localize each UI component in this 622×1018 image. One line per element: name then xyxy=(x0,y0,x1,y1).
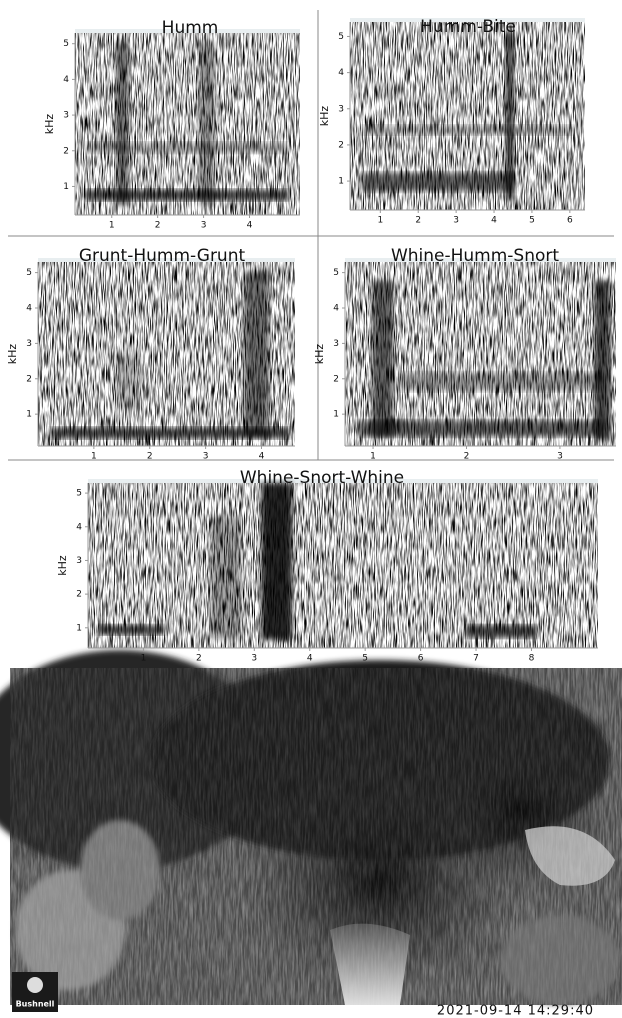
y-tick-label: 4 xyxy=(338,68,344,78)
energy-band xyxy=(465,624,537,639)
energy-band xyxy=(399,372,603,391)
energy-band xyxy=(358,420,603,437)
y-tick-label: 4 xyxy=(63,75,69,85)
x-tick-label: 2 xyxy=(415,216,421,226)
plot-top-band xyxy=(75,29,300,33)
energy-band xyxy=(505,31,515,201)
y-tick-label: 5 xyxy=(333,268,339,278)
panel-title: Grunt-Humm-Grunt xyxy=(79,246,246,266)
x-tick-label: 6 xyxy=(418,654,424,664)
panel-title: Humm-Bite xyxy=(420,17,516,37)
x-tick-label: 3 xyxy=(203,452,209,462)
spectrogram-panel: Humm kHz 1 2 3 4 5 1 2 3 4 xyxy=(43,18,300,231)
x-tick-label: 3 xyxy=(251,654,257,664)
x-tick-label: 4 xyxy=(247,221,253,231)
x-tick-label: 6 xyxy=(567,216,573,226)
energy-band xyxy=(198,42,215,206)
x-tick-label: 4 xyxy=(307,654,313,664)
spectrogram-panel: Grunt-Humm-Grunt kHz 1 2 3 4 5 1 2 3 4 xyxy=(6,246,295,462)
y-tick-label: 2 xyxy=(76,590,82,600)
x-tick-label: 4 xyxy=(491,216,497,226)
energy-band xyxy=(86,189,289,201)
timestamp: 2021-09-14 14:29:40 xyxy=(437,1004,594,1018)
y-tick-label: 2 xyxy=(338,140,344,150)
y-tick-label: 3 xyxy=(63,111,69,121)
plot-top-band xyxy=(38,258,295,262)
energy-band xyxy=(115,42,129,206)
x-tick-label: 2 xyxy=(147,452,153,462)
x-tick-label: 3 xyxy=(453,216,459,226)
y-axis-label: kHz xyxy=(6,344,19,365)
x-tick-label: 2 xyxy=(464,452,470,462)
y-tick-label: 5 xyxy=(76,489,82,499)
y-tick-label: 2 xyxy=(333,374,339,384)
spectrogram xyxy=(88,483,598,648)
panel-title: Whine-Snort-Whine xyxy=(240,468,404,488)
spectrogram-panel: Whine-Humm-Snort kHz 1 2 3 4 5 1 2 3 xyxy=(313,246,616,462)
x-tick-label: 1 xyxy=(141,654,147,664)
x-tick-label: 8 xyxy=(529,654,535,664)
y-tick-label: 5 xyxy=(26,268,32,278)
x-tick-label: 3 xyxy=(557,452,563,462)
energy-band xyxy=(261,483,292,640)
y-axis-label: kHz xyxy=(313,344,326,365)
spectrogram-panel: Whine-Snort-Whine kHz 1 2 3 4 5 1 2 3 4 5 6 7 8 xyxy=(56,468,598,664)
spectrogram xyxy=(75,33,300,215)
y-tick-label: 2 xyxy=(26,374,32,384)
y-axis-label: kHz xyxy=(56,555,69,576)
plot-top-band xyxy=(345,258,616,262)
x-tick-label: 1 xyxy=(109,221,115,231)
y-tick-label: 3 xyxy=(333,339,339,349)
energy-band xyxy=(372,280,394,437)
energy-band xyxy=(594,280,611,441)
y-tick-label: 2 xyxy=(63,146,69,156)
x-tick-label: 2 xyxy=(196,654,202,664)
y-tick-label: 1 xyxy=(338,177,344,187)
x-tick-label: 3 xyxy=(201,221,207,231)
plot-top-band xyxy=(88,479,598,483)
y-tick-label: 1 xyxy=(76,623,82,633)
x-tick-label: 1 xyxy=(377,216,383,226)
y-tick-label: 3 xyxy=(338,104,344,114)
energy-band xyxy=(210,516,241,640)
y-axis-label: kHz xyxy=(43,114,56,135)
energy-band xyxy=(50,427,290,439)
energy-band xyxy=(361,172,515,192)
y-tick-label: 1 xyxy=(333,410,339,420)
y-tick-label: 4 xyxy=(333,304,339,314)
y-tick-label: 3 xyxy=(76,556,82,566)
plot-top-band xyxy=(350,18,585,22)
panel-title: Humm xyxy=(162,18,219,38)
x-tick-label: 2 xyxy=(155,221,161,231)
x-tick-label: 7 xyxy=(473,654,479,664)
x-tick-label: 5 xyxy=(362,654,368,664)
y-tick-label: 5 xyxy=(338,32,344,42)
y-tick-label: 3 xyxy=(26,339,32,349)
energy-band xyxy=(86,142,289,154)
y-tick-label: 4 xyxy=(76,522,82,532)
spectrogram-panel: Humm-Bite kHz 1 2 3 4 5 1 2 3 4 5 6 xyxy=(318,17,585,226)
y-tick-label: 1 xyxy=(26,410,32,420)
panel-title: Whine-Humm-Snort xyxy=(391,246,559,266)
x-tick-label: 1 xyxy=(91,452,97,462)
y-tick-label: 5 xyxy=(63,39,69,49)
brand-logo: Bushnell xyxy=(16,1000,55,1009)
x-tick-label: 4 xyxy=(259,452,265,462)
camera-photo: Bushnell 2021-09-14 14:29:40 xyxy=(0,650,622,1018)
x-tick-label: 5 xyxy=(529,216,535,226)
energy-band xyxy=(115,354,141,410)
y-tick-label: 1 xyxy=(63,182,69,192)
y-axis-label: kHz xyxy=(318,106,331,127)
x-tick-label: 1 xyxy=(370,452,376,462)
y-tick-label: 4 xyxy=(26,304,32,314)
energy-band xyxy=(243,271,270,437)
energy-band xyxy=(361,125,574,135)
energy-band xyxy=(98,624,165,635)
